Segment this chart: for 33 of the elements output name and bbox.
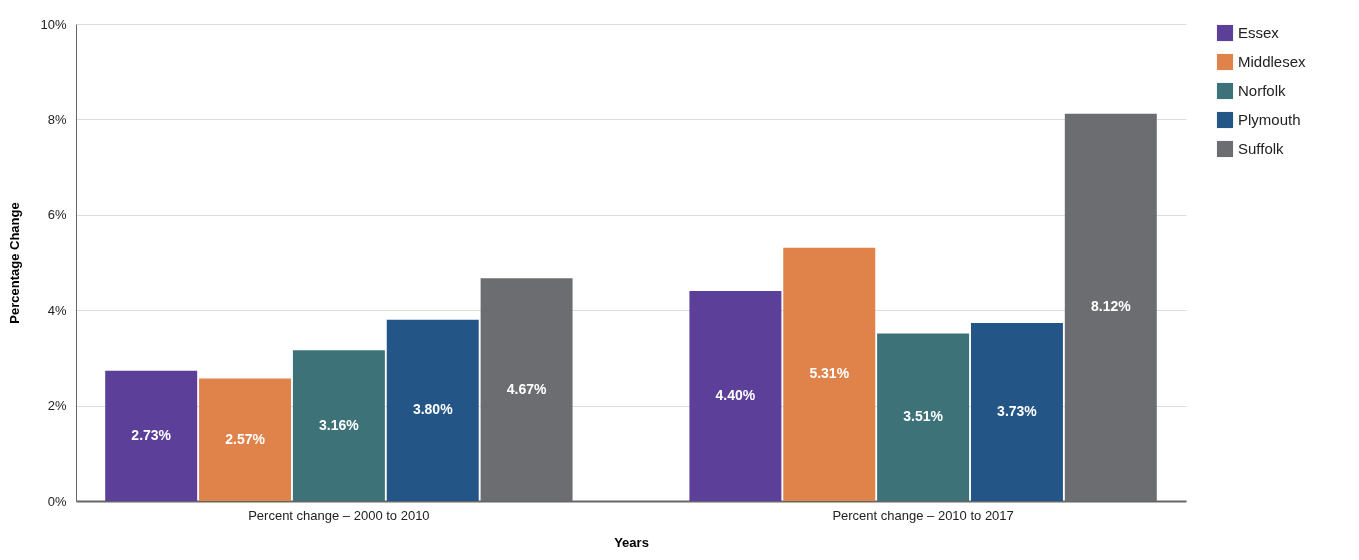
legend-label: Suffolk xyxy=(1238,140,1285,157)
bar xyxy=(783,247,876,501)
data-label: 3.51% xyxy=(903,408,944,425)
bar xyxy=(877,333,970,501)
y-tick-label: 8% xyxy=(47,111,67,127)
data-label: 3.80% xyxy=(412,401,454,418)
data-label: 2.73% xyxy=(131,426,172,443)
data-label: 8.12% xyxy=(1090,298,1132,315)
legend-label: Plymouth xyxy=(1238,111,1301,128)
legend-label: Middlesex xyxy=(1238,53,1307,70)
bar xyxy=(689,291,782,501)
y-axis-title: Percentage Change xyxy=(7,202,23,324)
bar xyxy=(292,350,385,501)
y-tick-label: 6% xyxy=(47,207,67,223)
data-label: 4.67% xyxy=(506,380,547,397)
y-tick-label: 4% xyxy=(47,302,67,318)
data-label: 2.57% xyxy=(225,430,266,447)
x-tick-label: Percent change – 2000 to 2010 xyxy=(248,507,430,523)
data-label: 4.40% xyxy=(715,387,756,404)
data-label: 5.31% xyxy=(809,365,850,382)
data-label: 3.73% xyxy=(997,403,1038,420)
bar xyxy=(199,378,292,501)
x-axis-title: Years xyxy=(614,534,649,550)
bar xyxy=(970,323,1063,501)
data-label: 3.16% xyxy=(319,416,360,433)
legend-label: Essex xyxy=(1238,24,1280,41)
y-tick-label: 2% xyxy=(47,398,67,414)
legend-label: Norfolk xyxy=(1238,82,1287,99)
bar xyxy=(386,319,479,501)
bar xyxy=(105,370,198,501)
y-tick-label: 10% xyxy=(40,16,67,32)
y-tick-label: 0% xyxy=(47,493,67,509)
x-tick-label: Percent change – 2010 to 2017 xyxy=(832,507,1014,523)
